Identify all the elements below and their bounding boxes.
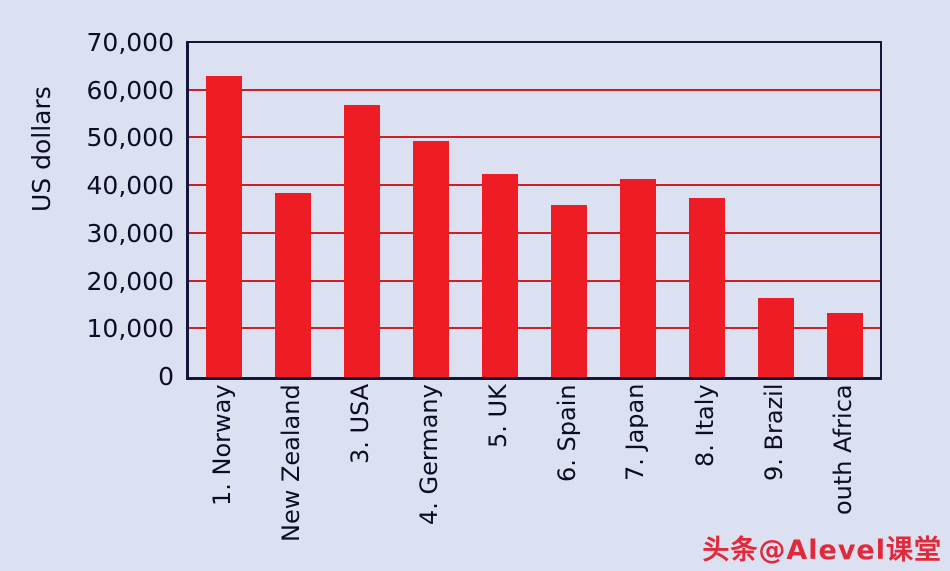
- y-tick-label: 30,000: [86, 218, 174, 248]
- gridline: [189, 184, 880, 187]
- bar: [343, 105, 380, 377]
- x-axis-label: 6. Spain: [552, 384, 586, 571]
- y-tick-label: 20,000: [86, 266, 174, 296]
- bar: [827, 312, 864, 377]
- bar: [205, 76, 242, 377]
- x-axis-label-text: 1. Norway: [207, 384, 236, 506]
- y-tick-label: 10,000: [86, 314, 174, 344]
- x-axis-label: 5. UK: [483, 384, 517, 571]
- bar: [274, 193, 311, 377]
- gridline: [189, 327, 880, 330]
- gridline: [189, 279, 880, 282]
- x-axis-label: 3. USA: [345, 384, 379, 571]
- y-tick-label: 0: [158, 362, 174, 391]
- watermark-text: 头条@Alevel课堂: [702, 535, 942, 566]
- bar: [551, 205, 588, 377]
- bar: [481, 174, 518, 377]
- bar: [412, 140, 449, 377]
- x-axis-label-text: 4. Germany: [414, 384, 443, 525]
- y-tick-label: 40,000: [86, 171, 174, 201]
- x-axis-label: 1. Norway: [207, 384, 241, 571]
- bar: [620, 179, 657, 377]
- x-axis-label: New Zealand: [276, 384, 310, 571]
- bar: [758, 298, 795, 377]
- x-axis-label-text: 5. UK: [483, 384, 512, 448]
- gridline: [189, 136, 880, 139]
- y-tick-label: 50,000: [86, 123, 174, 153]
- x-axis-label-text: 6. Spain: [552, 384, 581, 482]
- gridline: [189, 88, 880, 91]
- x-axis-label-text: New Zealand: [276, 384, 305, 542]
- plot-area: [186, 41, 882, 380]
- y-tick-label: 60,000: [86, 75, 174, 105]
- gridline: [189, 231, 880, 234]
- bar: [689, 198, 726, 377]
- y-axis-ticks: 0 10,000 20,000 30,000 40,000 50,000 60,000 70,…: [0, 28, 174, 391]
- y-tick-label: 70,000: [86, 28, 174, 57]
- x-axis-label-text: 3. USA: [345, 384, 374, 465]
- x-axis-label-text: 7. Japan: [621, 384, 650, 482]
- x-axis-label: 7. Japan: [620, 384, 654, 571]
- x-axis-label: 4. Germany: [414, 384, 448, 571]
